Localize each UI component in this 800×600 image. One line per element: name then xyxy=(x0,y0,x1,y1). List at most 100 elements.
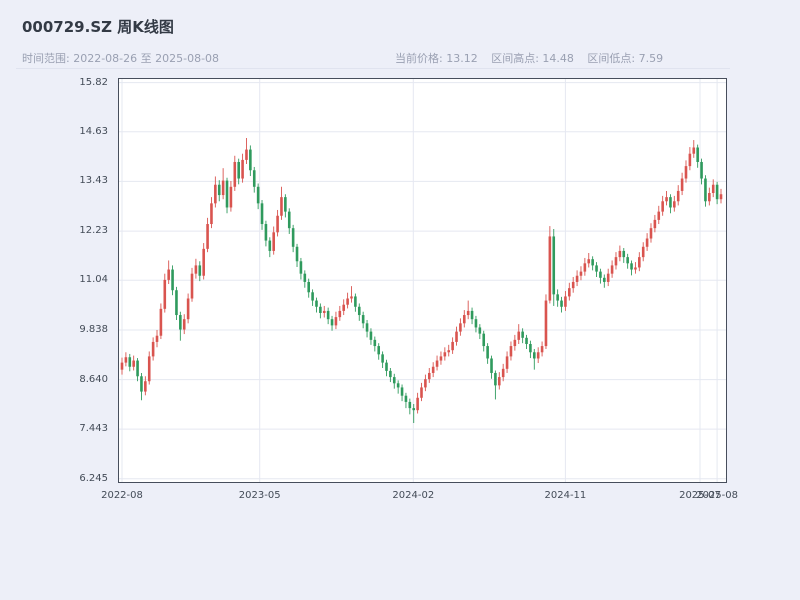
candle xyxy=(322,305,326,318)
y-tick-label: 8.640 xyxy=(79,373,108,385)
candle xyxy=(696,144,699,168)
x-tick-label: 2025-07 xyxy=(679,490,721,501)
page-title: 000729.SZ 周K线图 xyxy=(22,18,174,36)
candle xyxy=(350,286,353,303)
candle xyxy=(190,267,194,302)
candle xyxy=(715,181,719,205)
candle xyxy=(268,237,272,258)
candle xyxy=(276,209,279,237)
candle xyxy=(171,265,174,296)
candle xyxy=(641,242,645,262)
candle xyxy=(552,229,556,306)
candle xyxy=(501,363,505,382)
candle xyxy=(649,223,653,243)
candle xyxy=(307,278,310,298)
candle xyxy=(673,195,676,212)
candle xyxy=(556,289,559,307)
candle xyxy=(571,276,575,293)
candle xyxy=(529,340,532,359)
candle xyxy=(669,194,672,214)
candle xyxy=(560,296,563,313)
candle xyxy=(338,305,342,321)
candle xyxy=(599,268,602,284)
candle xyxy=(564,291,567,311)
candle xyxy=(198,261,202,282)
candle xyxy=(151,337,155,361)
candle xyxy=(182,314,186,335)
candle xyxy=(291,224,295,253)
candle xyxy=(369,328,373,345)
candle xyxy=(140,372,143,401)
candle xyxy=(704,175,707,207)
candle xyxy=(412,403,416,424)
candle xyxy=(326,307,330,325)
candle xyxy=(638,252,641,272)
candle xyxy=(373,336,377,352)
stat-current-price: 当前价格: 13.12 xyxy=(395,52,478,65)
x-tick-label: 2024-11 xyxy=(544,490,587,501)
candle xyxy=(159,303,163,340)
stats-row: 当前价格: 13.12 区间高点: 14.48 区间低点: 7.59 xyxy=(395,50,673,66)
candle xyxy=(610,260,614,278)
gridlines xyxy=(119,79,726,482)
candle xyxy=(443,347,447,361)
candle xyxy=(533,348,536,370)
candle xyxy=(284,194,287,218)
candle xyxy=(260,200,264,230)
candle xyxy=(575,270,579,287)
y-tick-label: 12.23 xyxy=(79,225,108,237)
candle xyxy=(513,334,517,351)
candle xyxy=(377,343,381,360)
candle xyxy=(163,273,167,313)
candle xyxy=(618,245,622,262)
candle xyxy=(120,357,124,375)
candle xyxy=(606,268,610,287)
plot-border xyxy=(118,78,727,483)
candle xyxy=(264,220,268,247)
candle xyxy=(455,326,458,346)
candle xyxy=(708,187,711,206)
candle xyxy=(408,398,412,415)
candle xyxy=(505,351,509,373)
candle xyxy=(319,303,322,319)
candle xyxy=(132,355,135,371)
candle xyxy=(357,303,361,321)
candle xyxy=(525,334,528,349)
candle xyxy=(147,351,151,385)
candle xyxy=(217,180,221,202)
y-tick-label: 13.43 xyxy=(79,175,108,187)
candle xyxy=(486,343,489,364)
candle xyxy=(622,248,626,263)
candle xyxy=(474,315,478,333)
candle xyxy=(214,176,217,208)
candle xyxy=(427,367,431,383)
candle xyxy=(711,179,715,198)
x-tick-label: 2024-02 xyxy=(392,490,435,501)
candle xyxy=(315,297,318,313)
candle xyxy=(136,358,139,382)
candle xyxy=(517,324,521,344)
candle xyxy=(719,188,723,204)
candle xyxy=(626,253,629,269)
candle xyxy=(583,257,587,276)
candle xyxy=(634,262,637,274)
candle xyxy=(451,337,454,354)
candle xyxy=(365,320,369,338)
candle xyxy=(155,329,159,348)
candle xyxy=(295,243,299,268)
stat-range-low: 区间低点: 7.59 xyxy=(587,52,664,65)
candle xyxy=(175,286,178,321)
candle xyxy=(237,158,240,185)
y-tick-label: 9.838 xyxy=(79,324,108,336)
candles xyxy=(120,137,723,424)
candle xyxy=(684,160,688,183)
candle xyxy=(330,315,334,331)
candle xyxy=(630,260,633,276)
header-divider xyxy=(16,68,730,69)
candle xyxy=(657,205,661,225)
candle xyxy=(186,293,190,324)
plot-area xyxy=(118,78,727,483)
y-tick-label: 6.245 xyxy=(79,472,108,484)
candle xyxy=(439,351,443,365)
